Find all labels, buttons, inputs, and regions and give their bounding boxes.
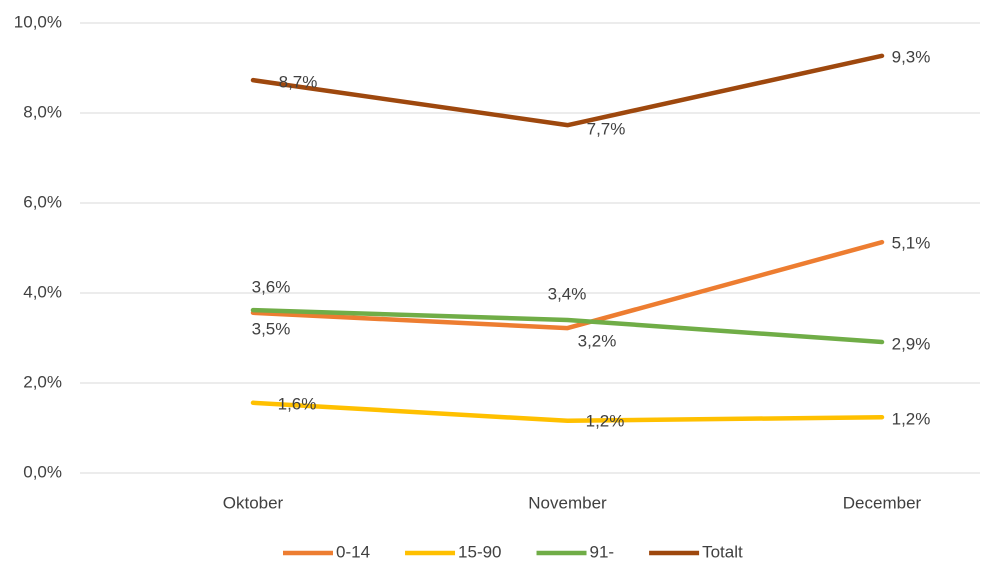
data-label: 9,3% xyxy=(892,47,931,66)
x-tick-label: Oktober xyxy=(223,493,284,512)
line-series xyxy=(250,400,885,424)
data-label: 3,4% xyxy=(548,284,587,303)
x-tick-label: December xyxy=(843,493,922,512)
data-label: 5,1% xyxy=(892,233,931,252)
data-label: 3,6% xyxy=(252,277,291,296)
y-tick-label: 4,0% xyxy=(23,282,62,301)
line-series xyxy=(250,307,885,345)
y-tick-label: 2,0% xyxy=(23,372,62,391)
y-tick-label: 10,0% xyxy=(14,12,62,31)
legend-label: 0-14 xyxy=(336,542,370,561)
legend-label: 91- xyxy=(590,542,615,561)
x-tick-label: November xyxy=(528,493,607,512)
legend-label: Totalt xyxy=(702,542,743,561)
data-label: 8,7% xyxy=(279,72,318,91)
y-tick-label: 0,0% xyxy=(23,462,62,481)
line-series xyxy=(250,239,885,331)
line-series xyxy=(250,53,885,128)
data-label: 1,6% xyxy=(278,394,317,413)
y-tick-label: 8,0% xyxy=(23,102,62,121)
legend-label: 15-90 xyxy=(458,542,501,561)
data-label: 3,2% xyxy=(578,331,617,350)
data-label: 3,5% xyxy=(252,319,291,338)
data-label: 2,9% xyxy=(892,334,931,353)
data-label: 7,7% xyxy=(587,119,626,138)
y-tick-label: 6,0% xyxy=(23,192,62,211)
data-label: 1,2% xyxy=(892,409,931,428)
data-label: 1,2% xyxy=(586,411,625,430)
